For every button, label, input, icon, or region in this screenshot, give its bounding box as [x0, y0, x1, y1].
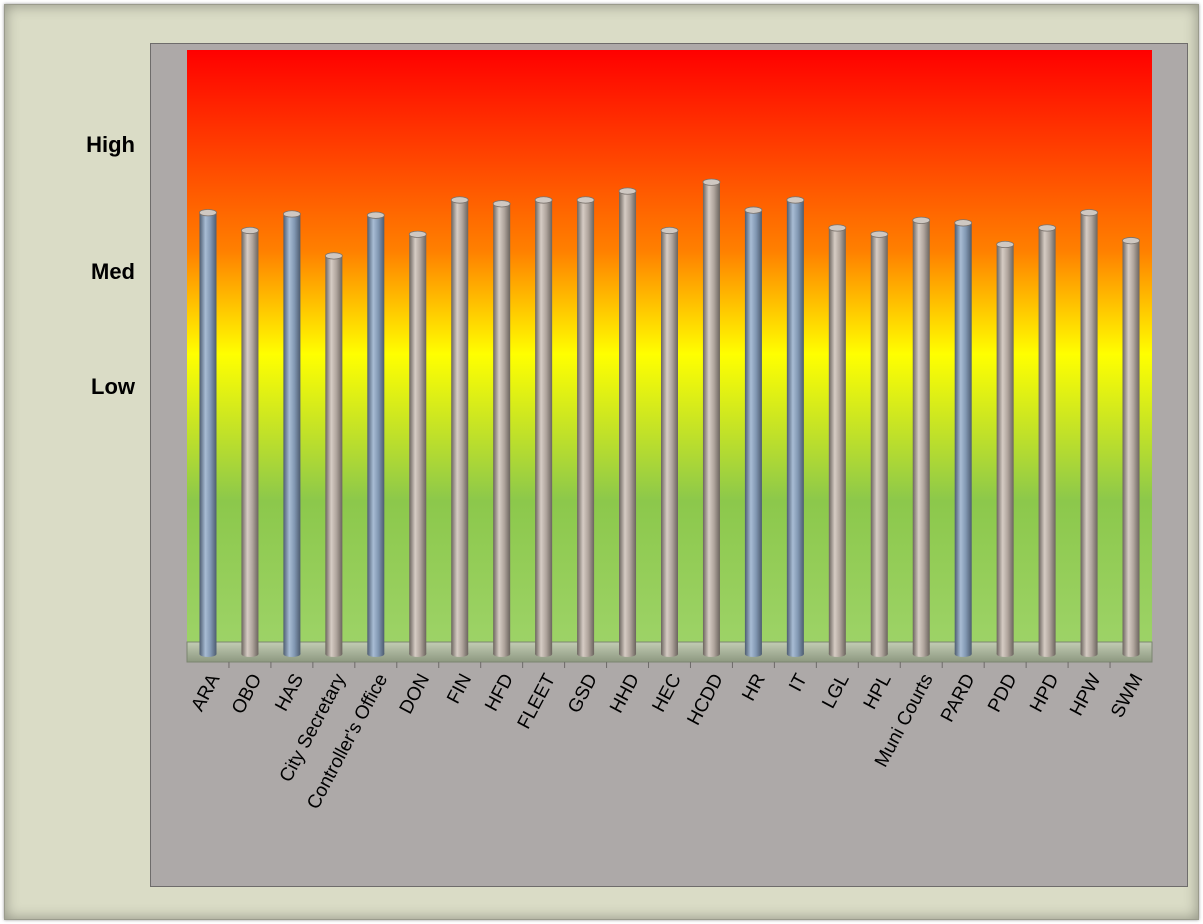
x-tick-label: FIN — [443, 670, 476, 707]
bar — [618, 187, 637, 657]
x-tick-label: ARA — [188, 670, 225, 715]
x-tick-label: HAS — [271, 670, 308, 714]
x-tick-label: HEC — [649, 670, 686, 715]
x-tick-label: HPD — [1026, 670, 1063, 715]
bar — [786, 196, 805, 657]
x-tick-label: LGL — [818, 670, 853, 712]
bar — [828, 224, 847, 657]
x-tick-label: PARD — [937, 670, 980, 725]
bar — [1038, 224, 1057, 657]
bar — [408, 230, 427, 657]
bar — [241, 226, 259, 657]
x-tick-label: HR — [738, 670, 769, 704]
x-tick-label: DON — [396, 670, 434, 717]
x-tick-label: PDD — [984, 670, 1021, 715]
y-tick-label: Med — [91, 259, 135, 285]
bar — [534, 196, 553, 657]
chart-frame: High Med Low ARA OBO HAS City Secretary Contro… — [4, 4, 1199, 920]
bar — [996, 240, 1015, 657]
bar — [1080, 209, 1098, 657]
bar — [324, 252, 343, 657]
x-tick-label: HPW — [1066, 670, 1105, 719]
bar — [702, 178, 721, 657]
bar — [744, 206, 763, 657]
y-tick-label: High — [86, 132, 135, 158]
x-tick-label: FLEET — [514, 670, 560, 732]
x-tick-label: OBO — [228, 670, 266, 717]
x-tick-label: GSD — [564, 670, 602, 716]
bar — [450, 196, 469, 657]
bar — [199, 209, 217, 657]
bar — [870, 230, 889, 657]
bar — [1122, 237, 1140, 657]
x-tick-label: IT — [785, 670, 812, 695]
bar — [660, 226, 679, 657]
x-tick-label: HFD — [481, 670, 518, 714]
x-tick-label: SWM — [1107, 670, 1147, 721]
bar — [492, 200, 511, 657]
bar — [912, 216, 931, 657]
x-tick-label: HCDD — [684, 670, 728, 728]
x-tick-label: HPL — [860, 670, 896, 713]
x-tick-label: HHD — [606, 670, 644, 716]
y-tick-label: Low — [91, 373, 135, 399]
bar — [282, 210, 301, 657]
bar — [576, 196, 595, 657]
bar — [366, 211, 385, 657]
bar — [954, 219, 973, 657]
